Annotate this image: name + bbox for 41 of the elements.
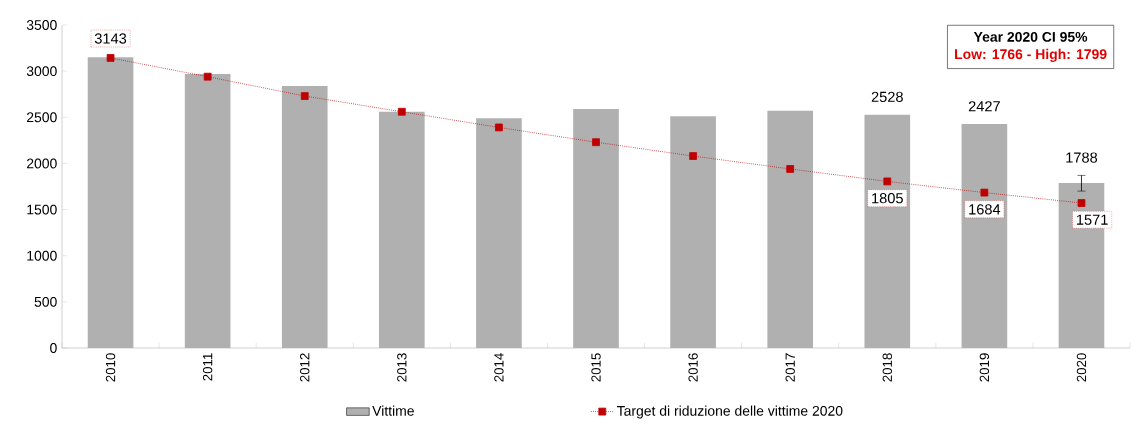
x-tick-label: 2012 bbox=[300, 353, 310, 382]
point bbox=[883, 177, 892, 186]
y-tick-label: 3000 bbox=[26, 66, 57, 77]
x-tick-label: 2019 bbox=[979, 353, 990, 382]
data-label: 2427 bbox=[968, 101, 1000, 112]
x-tick-label: 2015 bbox=[591, 353, 601, 382]
y-tick-label: 2000 bbox=[26, 158, 57, 169]
data-label: 1788 bbox=[1066, 152, 1098, 163]
point bbox=[1077, 199, 1086, 207]
point bbox=[203, 72, 212, 81]
x-tick-label: 2011 bbox=[202, 353, 213, 381]
y-tick-label: 1000 bbox=[27, 250, 57, 261]
point bbox=[786, 165, 795, 173]
data-label: 1684 bbox=[969, 204, 1001, 215]
x-tick-label: 2017 bbox=[785, 353, 795, 382]
point bbox=[689, 152, 697, 160]
y-tick-label: 2500 bbox=[26, 112, 57, 123]
legend-label: Vittime bbox=[372, 405, 414, 416]
x-tick-label: 2018 bbox=[882, 353, 892, 382]
annotation: Low: 1766 - High: 1799 bbox=[955, 48, 1107, 62]
point bbox=[592, 138, 600, 147]
data-label: 2528 bbox=[871, 91, 903, 103]
x-tick-label: 2013 bbox=[397, 353, 407, 382]
point bbox=[106, 54, 115, 62]
data-label: 1571 bbox=[1076, 214, 1108, 225]
point bbox=[397, 107, 406, 116]
x-tick-label: 2010 bbox=[105, 353, 116, 382]
point bbox=[300, 92, 309, 100]
x-tick-label: 2020 bbox=[1076, 353, 1087, 382]
y-tick-label: 1500 bbox=[27, 204, 57, 215]
x-tick-label: 2016 bbox=[688, 353, 698, 382]
y-tick-label: 0 bbox=[50, 343, 57, 353]
point bbox=[495, 123, 503, 132]
point bbox=[980, 188, 989, 197]
y-tick-label: 3500 bbox=[26, 20, 57, 30]
data-label: 1805 bbox=[872, 193, 903, 204]
y-tick-label: 500 bbox=[34, 296, 57, 307]
data-label: 3143 bbox=[94, 33, 127, 44]
annotation: Year 2020 CI 95% bbox=[973, 31, 1088, 42]
legend-label: Target di riduzione delle vittime 2020 bbox=[616, 405, 843, 419]
x-tick-label: 2014 bbox=[494, 353, 504, 382]
